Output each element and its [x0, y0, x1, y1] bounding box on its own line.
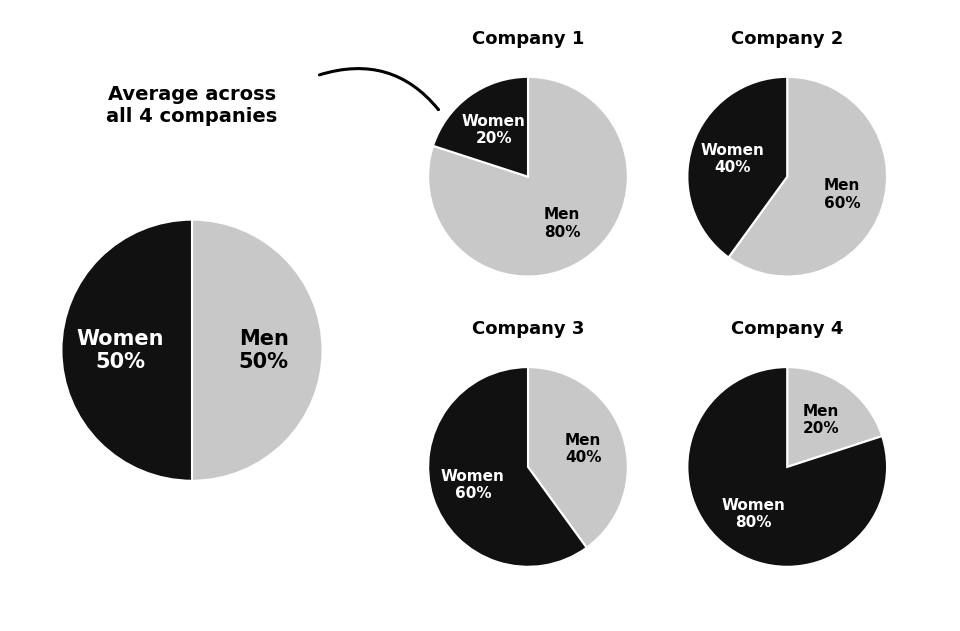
- Wedge shape: [428, 77, 628, 276]
- Text: Women
80%: Women 80%: [721, 498, 785, 530]
- Wedge shape: [61, 220, 192, 481]
- Text: Women
40%: Women 40%: [700, 143, 764, 175]
- Text: Men
20%: Men 20%: [803, 404, 840, 436]
- Title: Company 4: Company 4: [731, 320, 844, 338]
- Text: Women
20%: Women 20%: [462, 114, 526, 146]
- Text: Women
50%: Women 50%: [77, 329, 164, 372]
- Title: Company 3: Company 3: [471, 320, 585, 338]
- Wedge shape: [192, 220, 323, 481]
- Wedge shape: [528, 367, 628, 548]
- Wedge shape: [787, 367, 882, 467]
- Text: Men
80%: Men 80%: [543, 208, 580, 240]
- Text: Men
60%: Men 60%: [824, 179, 860, 211]
- Wedge shape: [428, 367, 587, 567]
- Text: Women
60%: Women 60%: [441, 469, 505, 501]
- Wedge shape: [729, 77, 887, 276]
- Wedge shape: [433, 77, 528, 177]
- Wedge shape: [687, 77, 787, 257]
- Wedge shape: [687, 367, 887, 567]
- Title: Company 1: Company 1: [471, 30, 585, 47]
- Text: Men
40%: Men 40%: [564, 433, 601, 465]
- Title: Company 2: Company 2: [731, 30, 844, 47]
- Text: Average across
all 4 companies: Average across all 4 companies: [107, 85, 277, 126]
- Text: Men
50%: Men 50%: [239, 329, 289, 372]
